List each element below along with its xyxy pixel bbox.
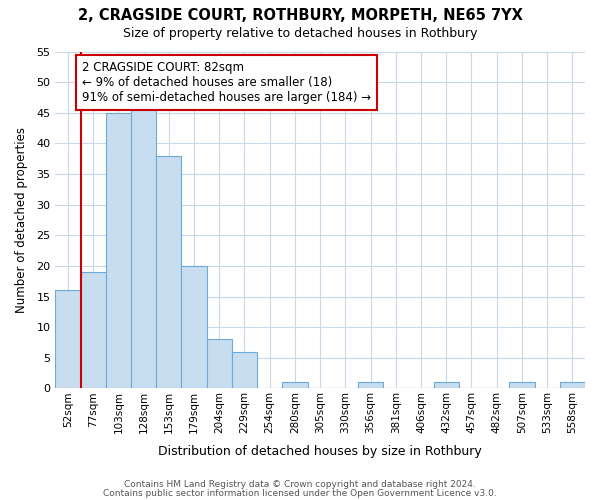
Bar — [181, 266, 206, 388]
Bar — [156, 156, 181, 388]
Text: Contains HM Land Registry data © Crown copyright and database right 2024.: Contains HM Land Registry data © Crown c… — [124, 480, 476, 489]
Y-axis label: Number of detached properties: Number of detached properties — [15, 127, 28, 313]
Text: 2 CRAGSIDE COURT: 82sqm
← 9% of detached houses are smaller (18)
91% of semi-det: 2 CRAGSIDE COURT: 82sqm ← 9% of detached… — [82, 60, 371, 104]
Text: Contains public sector information licensed under the Open Government Licence v3: Contains public sector information licen… — [103, 488, 497, 498]
Bar — [206, 340, 232, 388]
Bar — [358, 382, 383, 388]
Bar — [131, 106, 156, 388]
Text: 2, CRAGSIDE COURT, ROTHBURY, MORPETH, NE65 7YX: 2, CRAGSIDE COURT, ROTHBURY, MORPETH, NE… — [77, 8, 523, 22]
Bar — [106, 113, 131, 388]
Bar — [509, 382, 535, 388]
Bar — [232, 352, 257, 389]
Bar — [80, 272, 106, 388]
X-axis label: Distribution of detached houses by size in Rothbury: Distribution of detached houses by size … — [158, 444, 482, 458]
Bar — [434, 382, 459, 388]
Bar — [560, 382, 585, 388]
Bar — [283, 382, 308, 388]
Text: Size of property relative to detached houses in Rothbury: Size of property relative to detached ho… — [123, 28, 477, 40]
Bar — [55, 290, 80, 388]
